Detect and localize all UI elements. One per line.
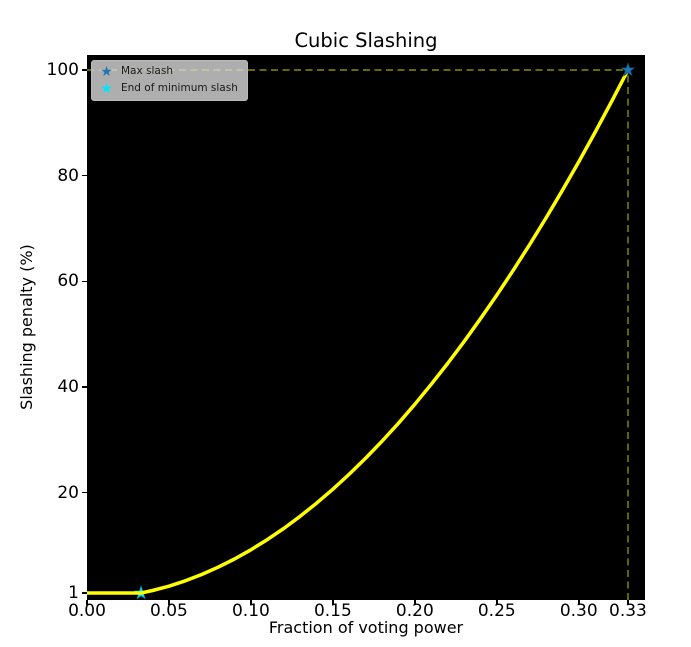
y-tick-mark xyxy=(82,280,87,283)
plot-canvas xyxy=(87,61,636,600)
x-tick-label: 0.10 xyxy=(231,601,270,621)
star-icon: ★ xyxy=(100,80,113,97)
y-tick-label: 40 xyxy=(57,376,79,397)
x-tick-label: 0.00 xyxy=(68,601,106,621)
y-tick-label: 100 xyxy=(46,60,79,80)
x-tick-label: 0.30 xyxy=(559,601,598,621)
chart-title: Cubic Slashing xyxy=(294,29,438,52)
y-tick-mark xyxy=(82,386,87,388)
y-tick-mark xyxy=(82,491,87,494)
x-tick-mark xyxy=(414,600,416,605)
x-tick-label: 0.25 xyxy=(477,601,516,621)
x-tick-mark xyxy=(168,600,170,605)
slashing-penalty-curve xyxy=(87,68,630,595)
legend-item-label: Max slash xyxy=(121,65,173,78)
legend-item-label: End of minimum slash xyxy=(121,82,238,95)
max-slash-star-marker xyxy=(620,61,636,77)
y-tick-mark xyxy=(82,69,87,71)
x-tick-label: 0.20 xyxy=(395,601,434,621)
x-tick-label: 0.15 xyxy=(313,601,352,621)
plot-area: ★ Max slash ★ End of minimum slash xyxy=(87,55,645,600)
star-icon: ★ xyxy=(100,63,113,80)
y-tick-mark xyxy=(82,592,87,594)
x-tick-mark xyxy=(578,600,580,605)
x-tick-label: 0.33 xyxy=(609,601,647,621)
y-tick-mark xyxy=(82,174,87,177)
x-axis-label: Fraction of voting power xyxy=(268,618,464,637)
legend-item-end-of-minimum-slash: ★ End of minimum slash xyxy=(98,80,238,97)
y-tick-label: 80 xyxy=(57,165,79,186)
y-tick-label: 1 xyxy=(68,583,79,604)
x-tick-mark xyxy=(86,600,88,605)
x-tick-mark xyxy=(627,600,629,605)
y-tick-label: 60 xyxy=(57,271,79,292)
y-tick-label: 20 xyxy=(57,482,79,503)
x-tick-mark xyxy=(332,600,334,605)
y-axis-label: Slashing penalty (%) xyxy=(17,244,36,410)
x-tick-mark xyxy=(496,600,498,605)
legend: ★ Max slash ★ End of minimum slash xyxy=(91,60,248,101)
x-tick-label: 0.05 xyxy=(150,601,188,621)
x-tick-mark xyxy=(250,600,252,605)
legend-item-max-slash: ★ Max slash xyxy=(98,63,238,80)
